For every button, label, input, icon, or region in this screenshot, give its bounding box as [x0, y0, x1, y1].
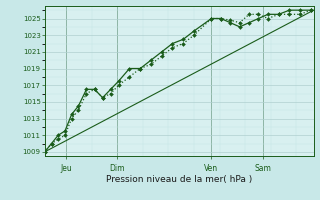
X-axis label: Pression niveau de la mer( hPa ): Pression niveau de la mer( hPa ) — [106, 175, 252, 184]
